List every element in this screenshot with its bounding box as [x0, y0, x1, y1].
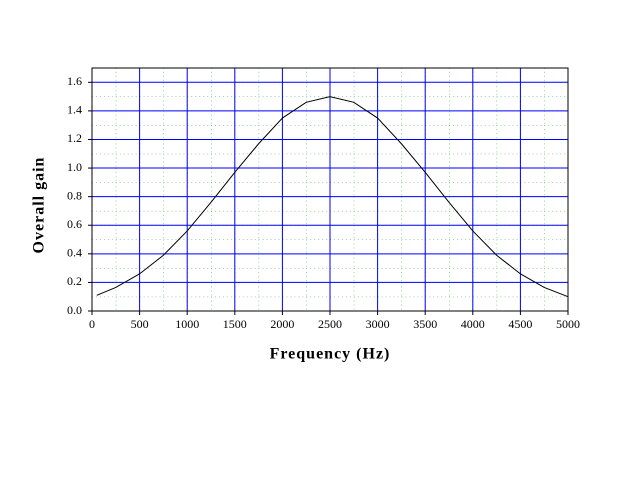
x-tick-label: 5000	[556, 317, 580, 331]
y-tick-label: 0.8	[67, 188, 82, 202]
x-tick-label: 3500	[413, 317, 437, 331]
x-tick-label: 4500	[508, 317, 532, 331]
y-tick-label: 0.0	[67, 303, 82, 317]
x-tick-label: 2000	[270, 317, 294, 331]
plot-frame	[91, 67, 569, 312]
x-tick-label: 3000	[366, 317, 390, 331]
y-tick-label: 1.4	[67, 103, 82, 117]
y-tick-label: 0.4	[67, 246, 82, 260]
y-tick-label: 1.6	[67, 74, 82, 88]
x-tick-label: 0	[89, 317, 95, 331]
y-axis-title: Overall gain	[31, 157, 48, 254]
x-axis-title: Frequency (Hz)	[270, 346, 391, 363]
x-tick-label: 4000	[461, 317, 485, 331]
y-tick-label: 1.2	[67, 131, 82, 145]
x-tick-label: 2500	[318, 317, 342, 331]
x-tick-label: 1000	[175, 317, 199, 331]
line	[96, 96, 569, 298]
x-tick-label: 1500	[223, 317, 247, 331]
y-tick-label: 0.6	[67, 217, 82, 231]
y-tick-label: 0.2	[67, 274, 82, 288]
x-tick-label: 500	[131, 317, 149, 331]
y-tick-label: 1.0	[67, 160, 82, 174]
